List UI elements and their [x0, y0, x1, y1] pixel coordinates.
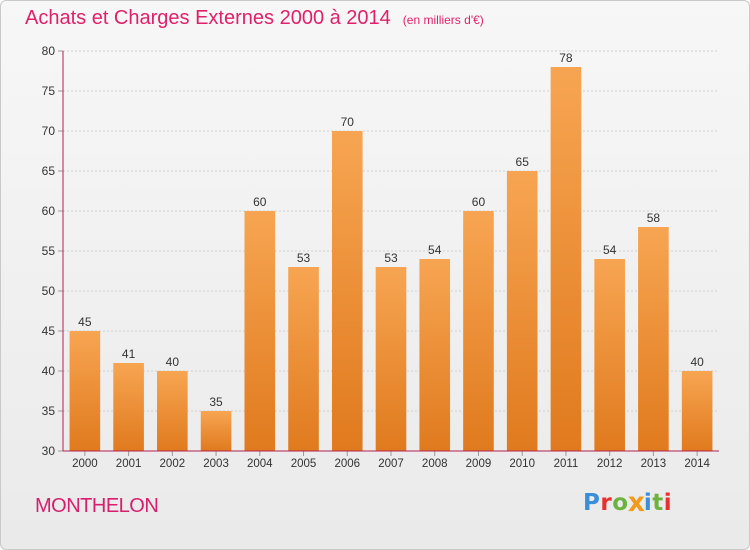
data-label: 65 — [516, 155, 530, 169]
chart-title: Achats et Charges Externes 2000 à 2014 — [25, 7, 391, 29]
x-tick-label: 2006 — [334, 458, 360, 470]
x-tick-label: 2013 — [641, 458, 667, 470]
bar — [113, 363, 144, 451]
bar — [638, 227, 669, 451]
y-tick-label: 35 — [42, 404, 56, 418]
bar — [463, 211, 494, 451]
x-tick-label: 2010 — [509, 458, 535, 470]
data-label: 45 — [78, 315, 92, 329]
data-label: 35 — [209, 395, 223, 409]
x-tick-label: 2012 — [597, 458, 623, 470]
y-tick-label: 75 — [42, 84, 56, 98]
labels: 30 35 40 45 50 55 60 65 70 75 80 45 2000 41 2001 40 2002… — [42, 44, 711, 470]
y-tick-label: 70 — [42, 124, 56, 138]
x-tick-label: 2000 — [72, 458, 98, 470]
data-label: 53 — [297, 251, 311, 265]
bar — [200, 411, 232, 451]
data-label: 53 — [384, 251, 398, 265]
x-tick-label: 2003 — [203, 458, 229, 470]
bar — [419, 259, 451, 451]
y-tick-label: 60 — [42, 204, 56, 218]
chart-unit: (en milliers d'€) — [402, 13, 484, 27]
data-label: 41 — [122, 347, 136, 361]
bar — [331, 131, 363, 451]
data-label: 58 — [647, 211, 661, 225]
data-label: 78 — [559, 51, 573, 65]
x-tick-label: 2008 — [422, 458, 448, 470]
bar — [288, 267, 319, 451]
x-tick-label: 2004 — [247, 458, 273, 470]
proxiti-logo: Proxiti — [583, 488, 673, 518]
bar — [375, 267, 407, 451]
x-tick-label: 2014 — [684, 458, 710, 470]
data-label: 70 — [341, 115, 355, 129]
x-tick-label: 2002 — [160, 458, 186, 470]
data-label: 60 — [253, 195, 267, 209]
data-label: 40 — [690, 355, 704, 369]
y-tick-label: 30 — [42, 444, 56, 458]
x-tick-label: 2005 — [291, 458, 317, 470]
bar — [594, 259, 625, 451]
bar — [681, 371, 713, 451]
y-tick-label: 65 — [42, 164, 56, 178]
bar — [69, 331, 101, 451]
axes — [58, 50, 719, 456]
data-label: 40 — [166, 355, 180, 369]
x-tick-label: 2009 — [466, 458, 492, 470]
data-label: 54 — [603, 243, 617, 257]
bar — [244, 211, 276, 451]
y-tick-label: 45 — [42, 324, 56, 338]
y-tick-label: 55 — [42, 244, 56, 258]
bar — [550, 67, 582, 451]
x-tick-label: 2007 — [378, 458, 404, 470]
commune-name: MONTHELON — [35, 495, 159, 517]
bars — [69, 67, 713, 451]
x-tick-label: 2001 — [116, 458, 142, 470]
bar — [506, 171, 538, 451]
y-tick-label: 50 — [42, 284, 56, 298]
data-label: 54 — [428, 243, 442, 257]
y-tick-label: 80 — [42, 44, 56, 58]
chart-title-block: Achats et Charges Externes 2000 à 2014 (… — [25, 7, 484, 35]
x-tick-label: 2011 — [554, 458, 579, 470]
y-tick-label: 40 — [42, 364, 56, 378]
data-label: 60 — [472, 195, 486, 209]
bar — [157, 371, 188, 451]
